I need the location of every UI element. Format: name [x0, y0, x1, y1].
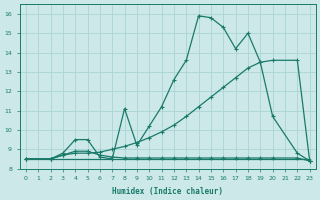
X-axis label: Humidex (Indice chaleur): Humidex (Indice chaleur)	[112, 187, 223, 196]
